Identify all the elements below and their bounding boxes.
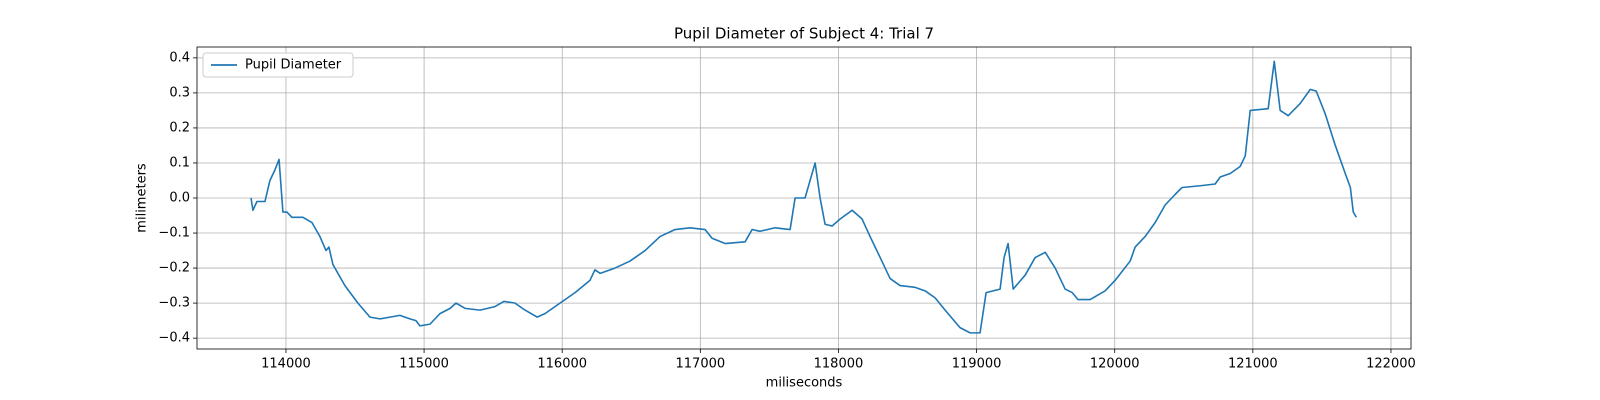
y-tick-label: 0.4 <box>169 50 190 65</box>
x-tick-label: 122000 <box>1366 357 1416 372</box>
y-tick-label: −0.1 <box>158 226 190 241</box>
x-tick-label: 114000 <box>261 357 311 372</box>
y-tick-label: −0.4 <box>158 331 190 346</box>
y-tick-label: −0.3 <box>158 296 190 311</box>
x-tick-label: 116000 <box>537 357 587 372</box>
y-tick-label: 0.1 <box>169 155 190 170</box>
y-tick-label: −0.2 <box>158 261 190 276</box>
y-tick-label: 0.3 <box>169 85 190 100</box>
chart-title: Pupil Diameter of Subject 4: Trial 7 <box>674 25 934 43</box>
y-tick-label: 0.0 <box>169 191 190 206</box>
x-tick-label: 117000 <box>676 357 726 372</box>
x-tick-label: 120000 <box>1090 357 1140 372</box>
legend-label: Pupil Diameter <box>245 58 342 73</box>
y-tick-label: 0.2 <box>169 120 190 135</box>
x-tick-label: 119000 <box>952 357 1002 372</box>
legend-box <box>202 52 354 78</box>
x-axis-label: miliseconds <box>766 376 843 391</box>
x-tick-label: 118000 <box>814 357 864 372</box>
data-line <box>250 60 1357 334</box>
y-axis-label: milimeters <box>135 163 150 233</box>
plot-frame <box>196 46 1412 350</box>
x-tick-label: 115000 <box>399 357 449 372</box>
x-tick-label: 121000 <box>1228 357 1278 372</box>
